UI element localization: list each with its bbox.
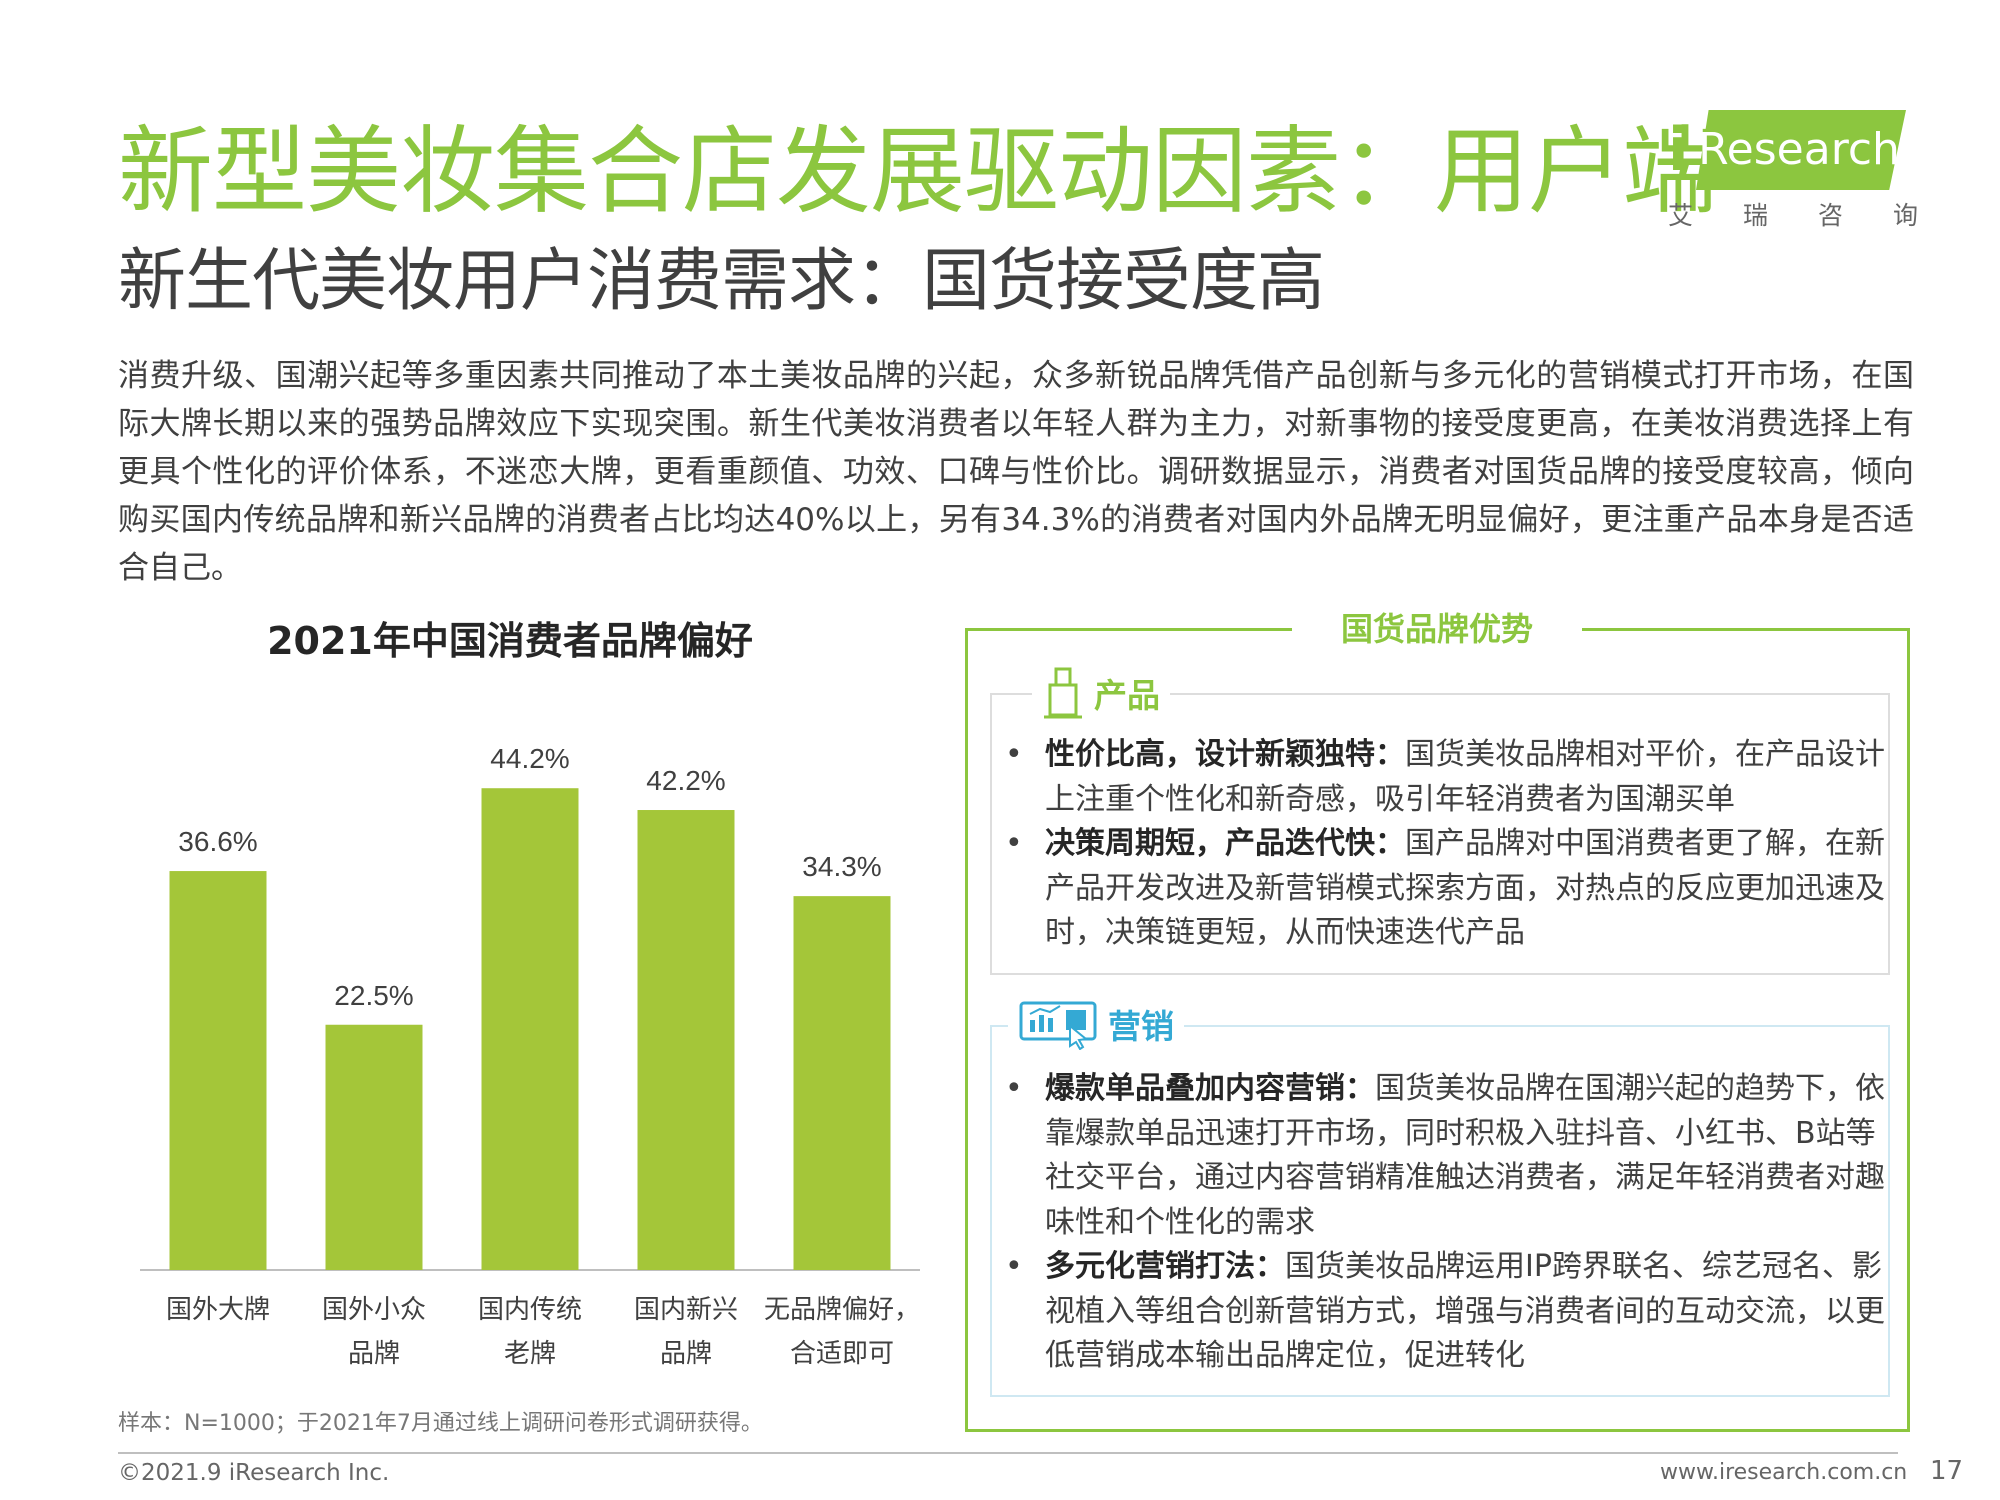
bullet-dot: • — [1005, 826, 1023, 861]
product-bullet: • 决策周期短，产品迭代快：国产品牌对中国消费者更了解，在新产品开发改进及新营销… — [1005, 822, 1885, 956]
logo-band — [1696, 110, 1906, 190]
intro-paragraph: 消费升级、国潮兴起等多重因素共同推动了本土美妆品牌的兴起，众多新锐品牌凭借产品创… — [118, 358, 1914, 586]
sample-note: 样本：N=1000；于2021年7月通过线上调研问卷形式调研获得。 — [118, 1411, 763, 1436]
category-label: 国外小众 — [322, 1295, 426, 1325]
logo-i-letter: i — [1668, 115, 1689, 185]
category-label: 国内新兴 — [634, 1295, 738, 1325]
bullet-heading: 性价比高，设计新颖独特： — [1045, 737, 1405, 772]
page-subtitle: 新生代美妆用户消费需求：国货接受度高 — [118, 242, 1325, 321]
marketing-screen-icon — [1019, 1001, 1097, 1050]
bullet-dot: • — [1005, 1249, 1023, 1284]
marketing-box — [990, 1025, 1890, 1397]
page-title: 新型美妆集合店发展驱动因素：用户端 — [118, 117, 1717, 227]
data-label: 42.2% — [646, 765, 725, 796]
bar — [793, 896, 891, 1270]
bullet-dot: • — [1005, 1071, 1023, 1106]
product-label: 产品 — [1094, 676, 1160, 715]
bullet-heading: 爆款单品叠加内容营销： — [1045, 1071, 1375, 1106]
data-label: 22.5% — [334, 980, 413, 1011]
footer-website[interactable]: www.iresearch.com.cn — [1660, 1460, 1908, 1485]
bar — [481, 788, 579, 1270]
bullet-text: 国货美妆品牌在国潮兴起的趋势下，依靠爆款单品迅速打开市场，同时积极入驻抖音、小红… — [1045, 1071, 1885, 1240]
product-bottle-icon — [1044, 667, 1082, 719]
marketing-bullet: • 爆款单品叠加内容营销：国货美妆品牌在国潮兴起的趋势下，依靠爆款单品迅速打开市… — [1005, 1067, 1885, 1245]
bar — [325, 1024, 423, 1270]
logo-cn-char: 咨 — [1817, 201, 1843, 230]
logo-cn-char: 瑞 — [1742, 201, 1768, 230]
category-label: 无品牌偏好， — [764, 1295, 920, 1325]
data-label: 36.6% — [178, 826, 257, 857]
data-label: 34.3% — [802, 851, 881, 882]
bullet-heading: 多元化营销打法： — [1045, 1249, 1285, 1284]
bar — [637, 810, 735, 1270]
page-number: 17 — [1930, 1456, 1964, 1486]
product-header: 产品 — [1032, 663, 1170, 723]
category-label: 老牌 — [504, 1339, 556, 1369]
footer-divider — [118, 1452, 1898, 1454]
footer-copyright: ©2021.9 iResearch Inc. — [118, 1460, 390, 1486]
bullet-heading: 决策周期短，产品迭代快： — [1045, 826, 1405, 861]
product-box — [990, 693, 1890, 975]
category-label: 品牌 — [348, 1339, 400, 1369]
panel-title: 国货品牌优势 — [1292, 605, 1582, 653]
category-label: 国外大牌 — [166, 1295, 270, 1325]
chart-title: 2021年中国消费者品牌偏好 — [267, 619, 753, 663]
category-label: 合适即可 — [790, 1339, 894, 1369]
logo-cn: 艾 瑞 咨 询 — [1668, 196, 1918, 232]
category-label: 国内传统 — [478, 1295, 582, 1325]
logo-text: Research — [1698, 124, 1900, 175]
product-bullet: • 性价比高，设计新颖独特：国货美妆品牌相对平价，在产品设计上注重个性化和新奇感… — [1005, 733, 1885, 822]
logo-cn-char: 询 — [1892, 201, 1918, 230]
marketing-label: 营销 — [1108, 1007, 1174, 1046]
bullet-text: 国货美妆品牌运用IP跨界联名、综艺冠名、影视植入等组合创新营销方式，增强与消费者… — [1045, 1249, 1885, 1373]
marketing-header: 营销 — [1008, 994, 1184, 1054]
bullet-text: 国货美妆品牌相对平价，在产品设计上注重个性化和新奇感，吸引年轻消费者为国潮买单 — [1045, 737, 1885, 817]
marketing-bullet: • 多元化营销打法：国货美妆品牌运用IP跨界联名、综艺冠名、影视植入等组合创新营… — [1005, 1245, 1885, 1379]
logo-cn-char: 艾 — [1668, 201, 1694, 230]
bar — [169, 871, 267, 1270]
data-label: 44.2% — [490, 743, 569, 774]
bullet-text: 国产品牌对中国消费者更了解，在新产品开发改进及新营销模式探索方面，对热点的反应更… — [1045, 826, 1885, 950]
bullet-dot: • — [1005, 737, 1023, 772]
category-label: 品牌 — [660, 1339, 712, 1369]
iresearch-logo: i Research 艾 瑞 咨 询 — [1660, 104, 1920, 234]
